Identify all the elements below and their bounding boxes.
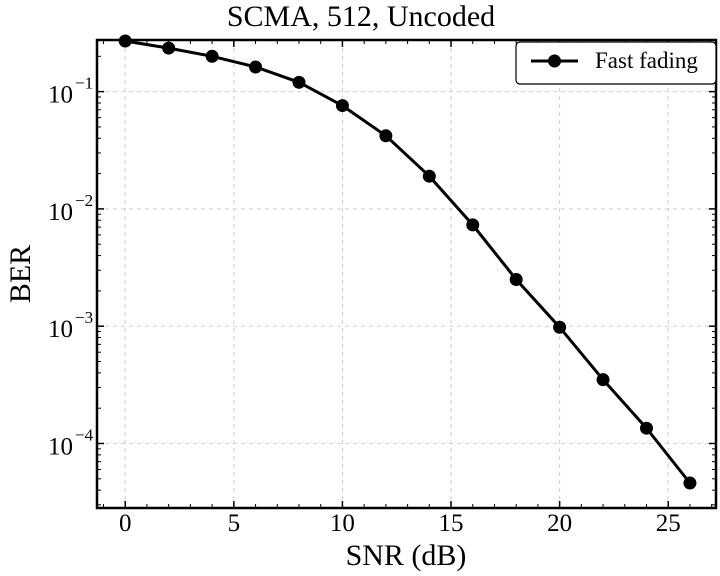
x-tick-label: 20 [547, 510, 572, 537]
data-point [379, 129, 393, 143]
x-tick-label: 15 [439, 510, 464, 537]
legend-entry-fast-fading: Fast fading [595, 48, 698, 73]
x-axis-label: SNR (dB) [346, 539, 467, 572]
y-tick-label-exponent: −2 [75, 191, 93, 210]
legend-marker-swatch [548, 54, 561, 68]
data-point [466, 218, 480, 232]
data-point [205, 49, 219, 63]
data-point [162, 41, 176, 55]
y-tick-label: 10 [48, 199, 73, 226]
y-tick-label: 10 [48, 433, 73, 460]
x-tick-labels: 0 5 10 15 20 25 [119, 510, 681, 537]
data-point [509, 273, 523, 287]
series-line-0 [124, 39, 692, 484]
chart-title: SCMA, 512, Uncoded [227, 0, 495, 33]
y-tick-label-exponent: −4 [75, 425, 94, 444]
data-point [249, 60, 263, 74]
data-point [553, 320, 567, 334]
data-point [683, 476, 697, 490]
y-tick-label-exponent: −1 [75, 74, 93, 93]
data-point [422, 169, 436, 183]
y-tick-labels: 10−110−210−310−4 [48, 74, 94, 461]
major-ticks [97, 40, 716, 508]
series-group [118, 34, 697, 490]
data-point [292, 75, 306, 89]
x-tick-label: 10 [330, 510, 355, 537]
y-tick-label: 10 [48, 316, 73, 343]
legend: Fast fading [515, 41, 717, 85]
y-tick-label: 10 [48, 82, 73, 109]
x-tick-label: 0 [119, 510, 132, 537]
data-point [596, 373, 610, 387]
y-tick-label-exponent: −3 [75, 308, 93, 327]
x-tick-label: 5 [228, 510, 241, 537]
plot-frame [95, 38, 718, 510]
legend-box [515, 41, 717, 85]
minor-ticks [97, 40, 716, 508]
x-tick-label: 25 [656, 510, 681, 537]
grid-lines [97, 40, 716, 508]
data-point [335, 99, 349, 113]
y-axis-label: BER [4, 245, 37, 303]
data-point [639, 421, 653, 435]
